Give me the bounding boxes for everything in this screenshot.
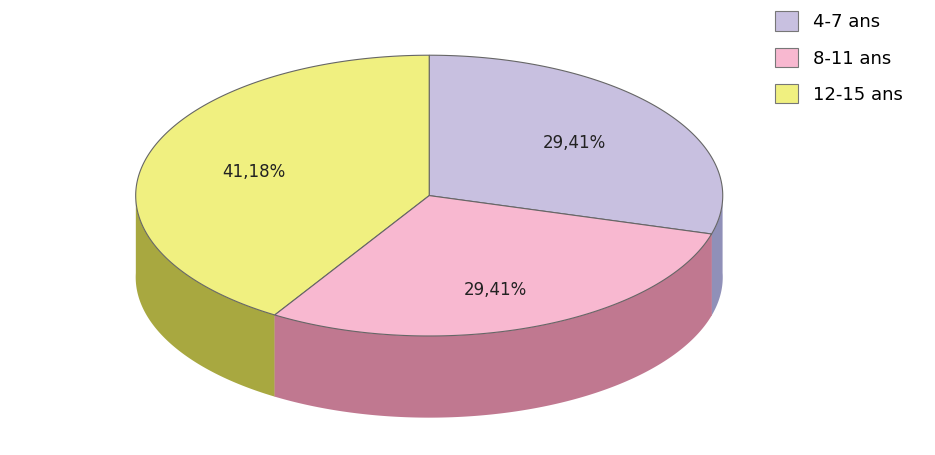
Legend: 4-7 ans, 8-11 ans, 12-15 ans: 4-7 ans, 8-11 ans, 12-15 ans	[768, 4, 910, 111]
Text: 41,18%: 41,18%	[223, 163, 286, 181]
Polygon shape	[136, 191, 275, 397]
Polygon shape	[429, 196, 712, 316]
Text: 29,41%: 29,41%	[464, 281, 526, 298]
Polygon shape	[275, 196, 429, 397]
Polygon shape	[275, 234, 712, 418]
Polygon shape	[136, 55, 429, 315]
Polygon shape	[429, 55, 723, 234]
Polygon shape	[275, 196, 429, 397]
Text: 29,41%: 29,41%	[543, 134, 606, 152]
Polygon shape	[275, 196, 712, 336]
Polygon shape	[712, 191, 723, 316]
Polygon shape	[429, 196, 712, 316]
